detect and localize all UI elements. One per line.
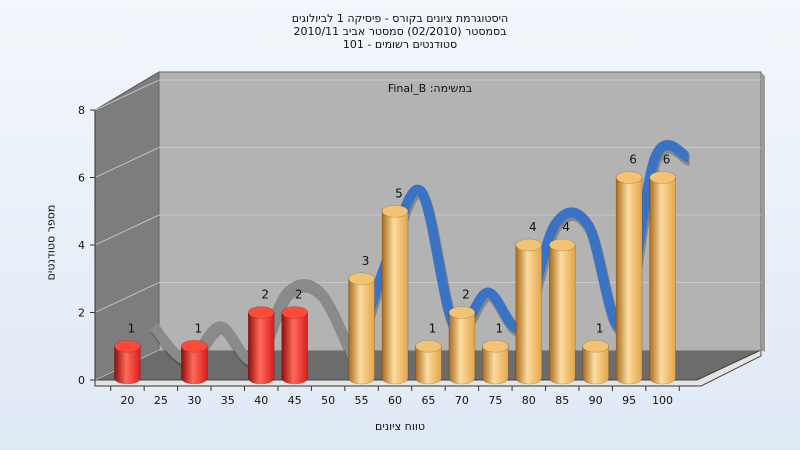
y-tick-label: 8 (78, 104, 85, 117)
x-tick-label: 65 (421, 394, 435, 407)
bar-data-label: 6 (663, 153, 671, 167)
fail-bar (281, 312, 308, 385)
x-tick-label: 60 (388, 394, 402, 407)
fail-bar (181, 345, 208, 385)
x-tick-label: 25 (154, 394, 168, 407)
pass-bar (615, 177, 643, 385)
x-axis-title: טווח ציונים (375, 420, 425, 433)
pass-bar (348, 278, 375, 385)
y-axis-title: מספר סטודנטים (44, 204, 58, 281)
bar-cap (482, 339, 509, 353)
y-tick-label: 2 (78, 307, 85, 320)
x-tick-label: 100 (652, 394, 673, 407)
task-name-label: במשימה: Final_B (387, 82, 473, 95)
pass-bar (515, 244, 543, 385)
back-wall-edge (761, 72, 765, 352)
bar-data-label: 5 (395, 186, 403, 200)
bar-data-label: 3 (362, 254, 370, 268)
bar-cap (649, 171, 676, 184)
bar-cap (247, 306, 275, 319)
pass-bar (582, 345, 609, 385)
bar-data-label: 2 (295, 288, 303, 302)
pass-bar (482, 345, 509, 385)
pass-bar (448, 312, 476, 385)
x-tick-label: 80 (522, 394, 536, 407)
bar-cap (281, 306, 308, 319)
x-tick-label: 20 (120, 394, 134, 407)
bar-cap (348, 272, 375, 286)
x-tick-label: 30 (187, 394, 201, 407)
y-tick-label: 6 (78, 172, 85, 185)
bar-cap (448, 306, 476, 319)
x-tick-label: 85 (555, 394, 569, 407)
bar-data-label: 6 (629, 153, 637, 167)
pass-bar (649, 177, 676, 385)
pass-bar (381, 210, 409, 385)
x-tick-label: 45 (288, 394, 302, 407)
bar-cap (114, 339, 141, 353)
pass-bar (548, 244, 576, 385)
x-tick-label: 95 (622, 394, 636, 407)
pass-bar (415, 345, 442, 385)
chart-title-line-2: בסמסטר (02/2010) סמסטר אביב 2010/11 (293, 25, 507, 38)
x-tick-label: 70 (455, 394, 469, 407)
bar-cap (615, 171, 643, 184)
x-tick-label: 40 (254, 394, 268, 407)
bar-data-label: 2 (261, 288, 269, 302)
bar-data-label: 1 (429, 321, 437, 335)
bar-cap (515, 238, 543, 252)
x-tick-label: 50 (321, 394, 335, 407)
bar-data-label: 1 (496, 321, 504, 335)
chart-title-line-3: סטודנטים רשומים - 101 (342, 38, 458, 51)
bar-data-label: 1 (128, 321, 136, 335)
bar-cap (181, 339, 208, 353)
x-tick-label: 35 (221, 394, 235, 407)
x-tick-label: 90 (589, 394, 603, 407)
bar-data-label: 2 (462, 288, 470, 302)
bar-data-label: 4 (562, 220, 570, 234)
bar-data-label: 1 (195, 321, 203, 335)
bar-cap (582, 339, 609, 353)
bar-data-label: 1 (596, 321, 604, 335)
gridline (94, 79, 761, 111)
bar-cap (548, 238, 576, 252)
y-tick-label: 0 (78, 374, 85, 387)
bar-cap (381, 204, 409, 218)
y-tick-label: 4 (78, 239, 85, 252)
bar-data-label: 4 (529, 220, 537, 234)
gridline (94, 147, 761, 178)
fail-bar (247, 312, 275, 385)
bar-cap (415, 339, 442, 353)
fail-bar (114, 345, 141, 385)
x-tick-label: 75 (488, 394, 502, 407)
chart-title-line-1: היסטוגרמת ציונים בקורס - פיסיקה 1 לביולו… (291, 12, 509, 25)
x-tick-label: 55 (355, 394, 369, 407)
